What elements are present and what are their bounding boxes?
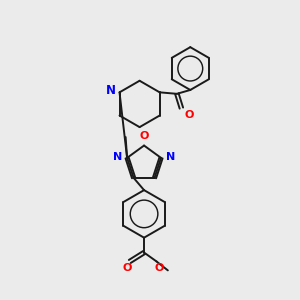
Text: O: O bbox=[122, 263, 131, 273]
Text: N: N bbox=[106, 84, 116, 98]
Text: O: O bbox=[140, 131, 149, 141]
Text: O: O bbox=[185, 110, 194, 120]
Text: N: N bbox=[166, 152, 175, 162]
Text: N: N bbox=[113, 152, 122, 162]
Text: O: O bbox=[154, 263, 164, 273]
